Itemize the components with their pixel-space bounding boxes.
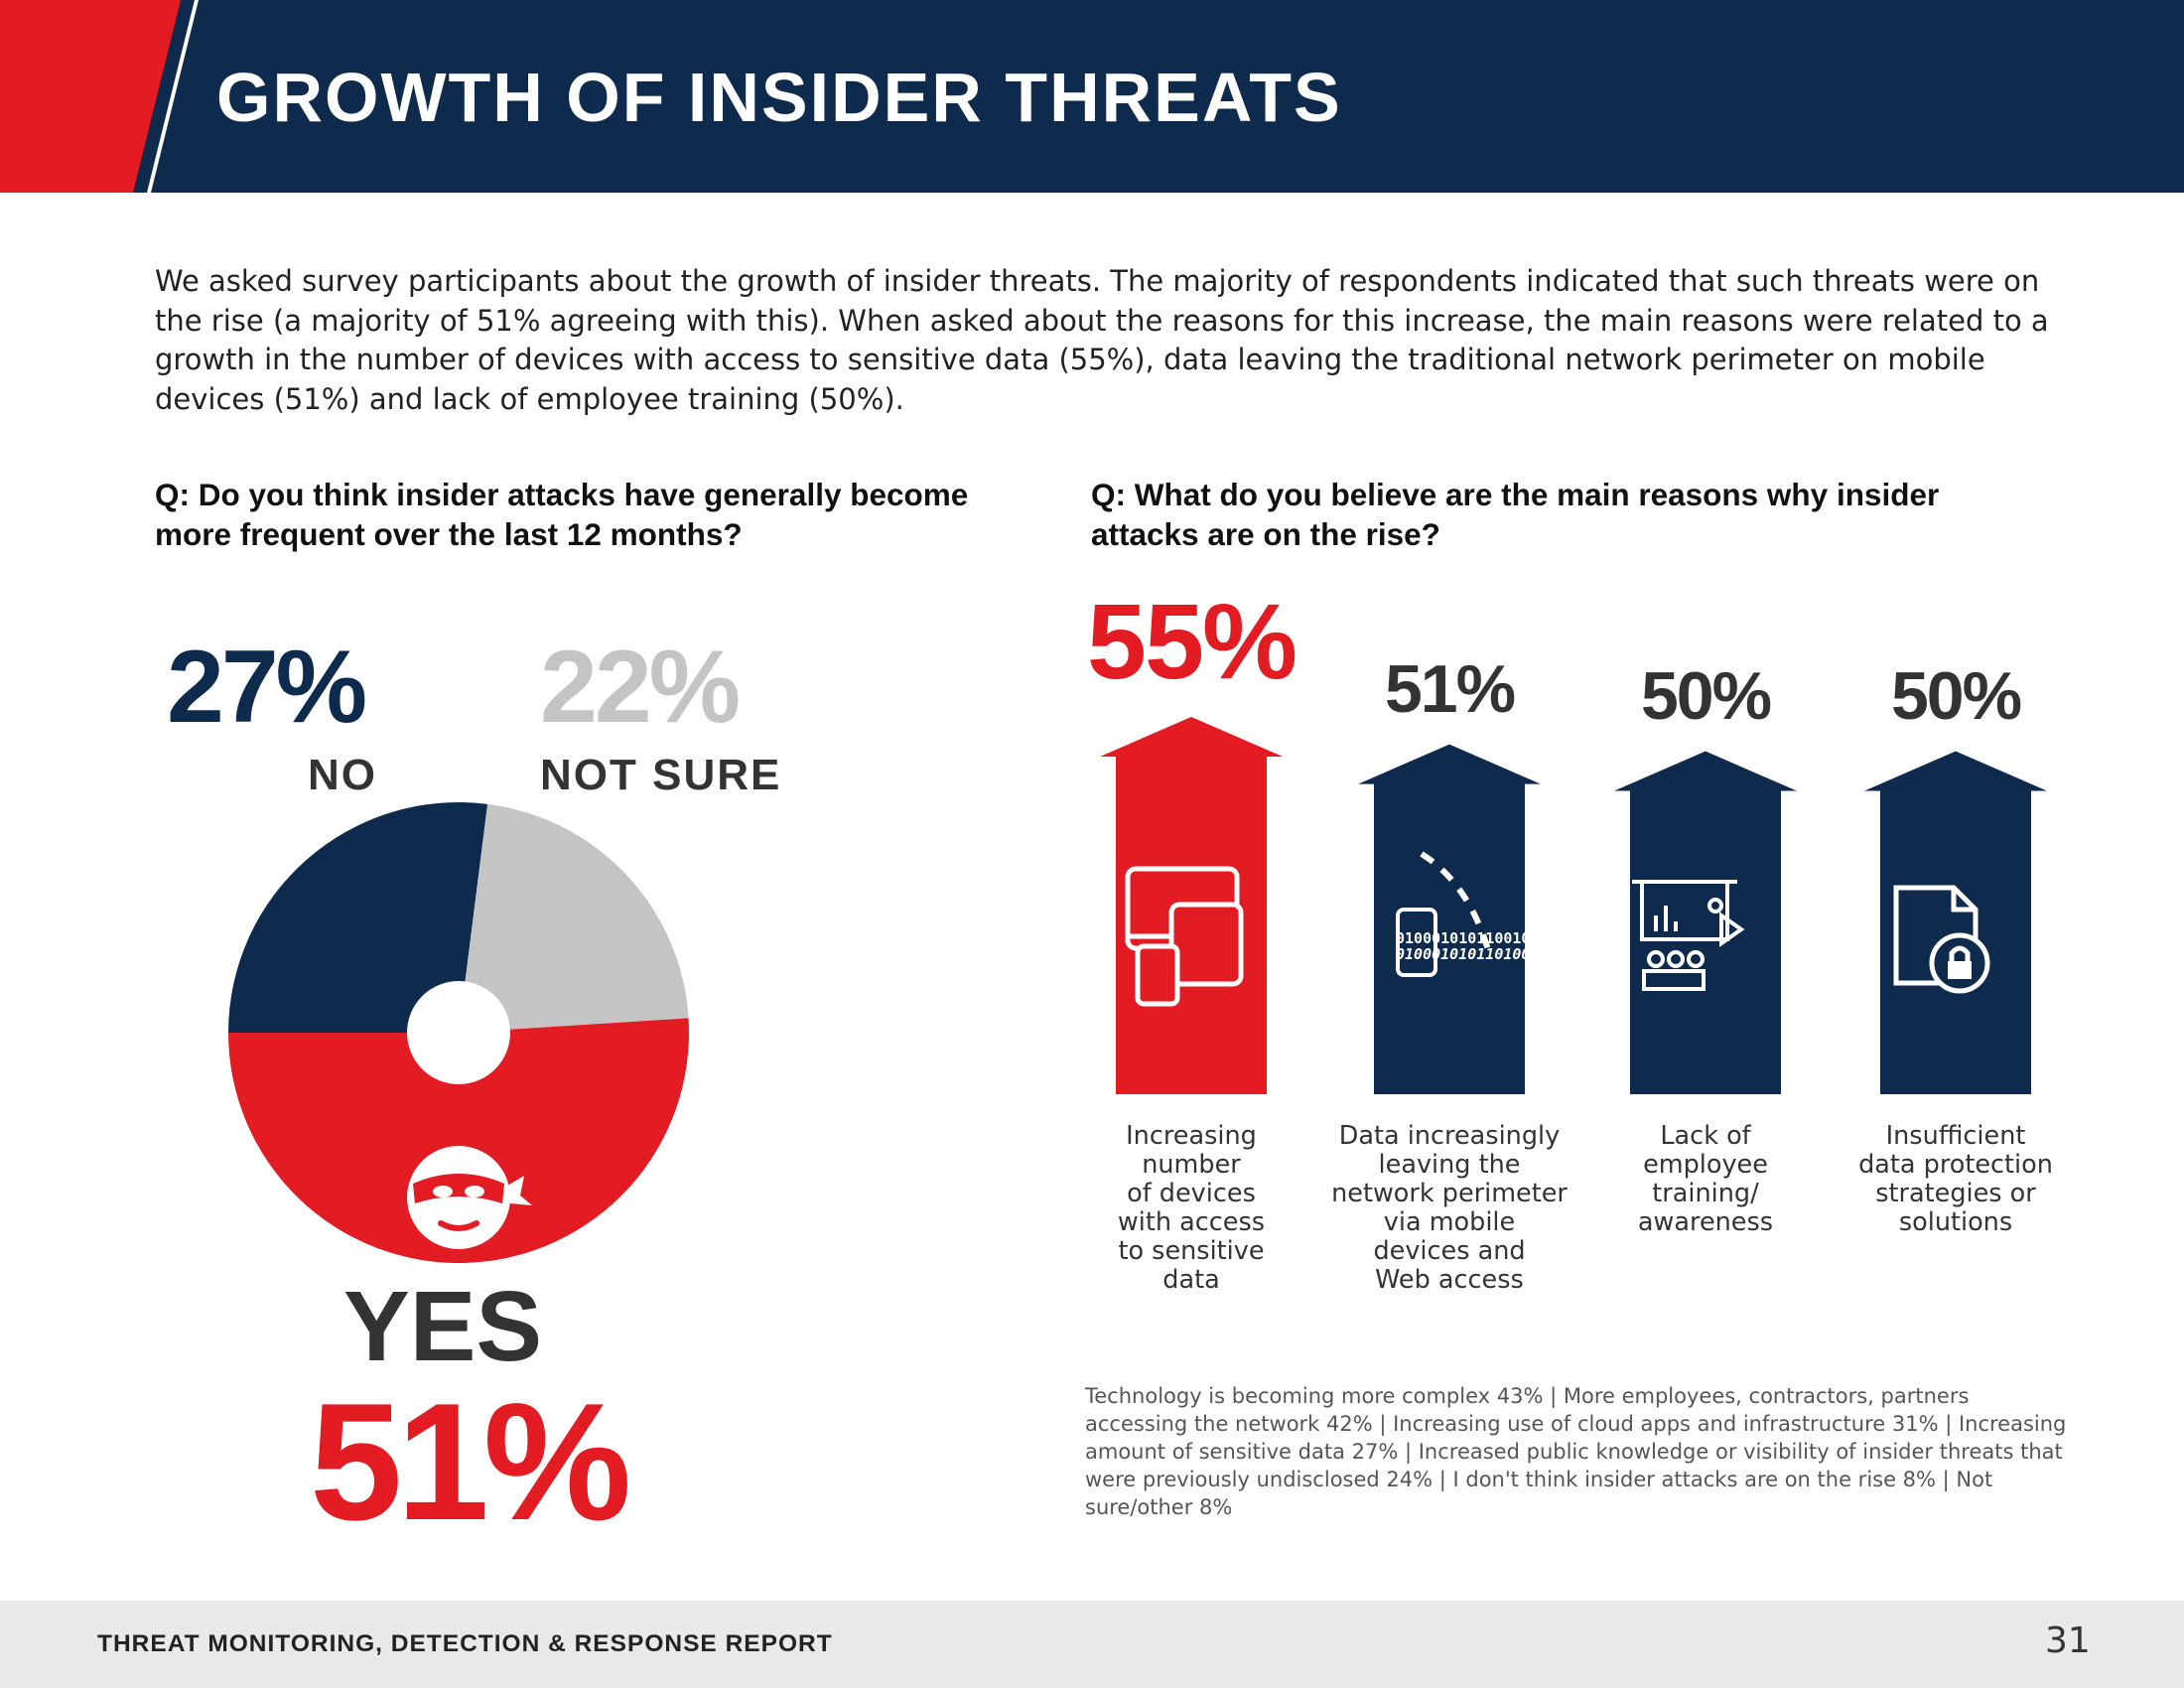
- pie-slice-no: [228, 802, 488, 1033]
- pie-notsure-label: NOT SURE: [540, 751, 782, 799]
- pie-slice-not-sure: [459, 803, 689, 1033]
- pie-yes-pct: 51%: [310, 1368, 631, 1555]
- bar-category-label: Insufficient data protection strategies …: [1858, 1121, 2053, 1237]
- svg-text:01000101011010010: 01000101011010010: [1396, 945, 1549, 963]
- pie-yes-label: YES: [343, 1271, 543, 1382]
- intro-paragraph: We asked survey participants about the g…: [155, 264, 2049, 416]
- question-right: Q: What do you believe are the main reas…: [1091, 477, 1940, 552]
- header-red-accent: [0, 0, 199, 193]
- page-title: GROWTH OF INSIDER THREATS: [216, 59, 1342, 136]
- svg-text:01000101011001001: 01000101011001001: [1396, 929, 1549, 947]
- devices-icon: [1125, 866, 1244, 1007]
- footer-title: THREAT MONITORING, DETECTION & RESPONSE …: [97, 1630, 833, 1657]
- header-band: [0, 0, 2184, 193]
- pie-chart: [228, 802, 689, 1264]
- question-left: Q: Do you think insider attacks have gen…: [155, 477, 969, 552]
- pie-center-hole: [407, 981, 510, 1084]
- pie-notsure-pct: 22%: [540, 630, 741, 745]
- locked-document-icon: [1893, 885, 1990, 994]
- pie-no-label: NO: [308, 751, 377, 799]
- bar-chart: 01000101011001001 01000101011010010: [1100, 717, 2047, 1094]
- bar-value-label: 55%: [1086, 581, 1297, 701]
- page-number: 31: [2045, 1620, 2091, 1661]
- bar-arrow: [1614, 751, 1797, 1094]
- pie-no-pct: 27%: [167, 630, 367, 745]
- bar-arrow: [1864, 751, 2047, 1094]
- training-icon: [1632, 880, 1745, 991]
- footnote: Technology is becoming more complex 43% …: [1085, 1384, 2067, 1519]
- bar-category-label: Increasing number of devices with access…: [1117, 1121, 1266, 1295]
- bar-category-label: Lack of employee training/ awareness: [1637, 1121, 1774, 1237]
- bar-value-label: 50%: [1890, 657, 2022, 734]
- bar-category-label: Data increasingly leaving the network pe…: [1331, 1121, 1568, 1295]
- bar-value-label: 51%: [1384, 650, 1516, 727]
- footer-band: [0, 1601, 2184, 1688]
- bar-value-label: 50%: [1640, 657, 1772, 734]
- pie-slice-yes: [228, 1018, 689, 1264]
- bar-arrow: [1358, 744, 1541, 1094]
- mobile-data-icon: 01000101011001001 01000101011010010: [1396, 851, 1549, 977]
- masked-thief-icon: [407, 1146, 532, 1249]
